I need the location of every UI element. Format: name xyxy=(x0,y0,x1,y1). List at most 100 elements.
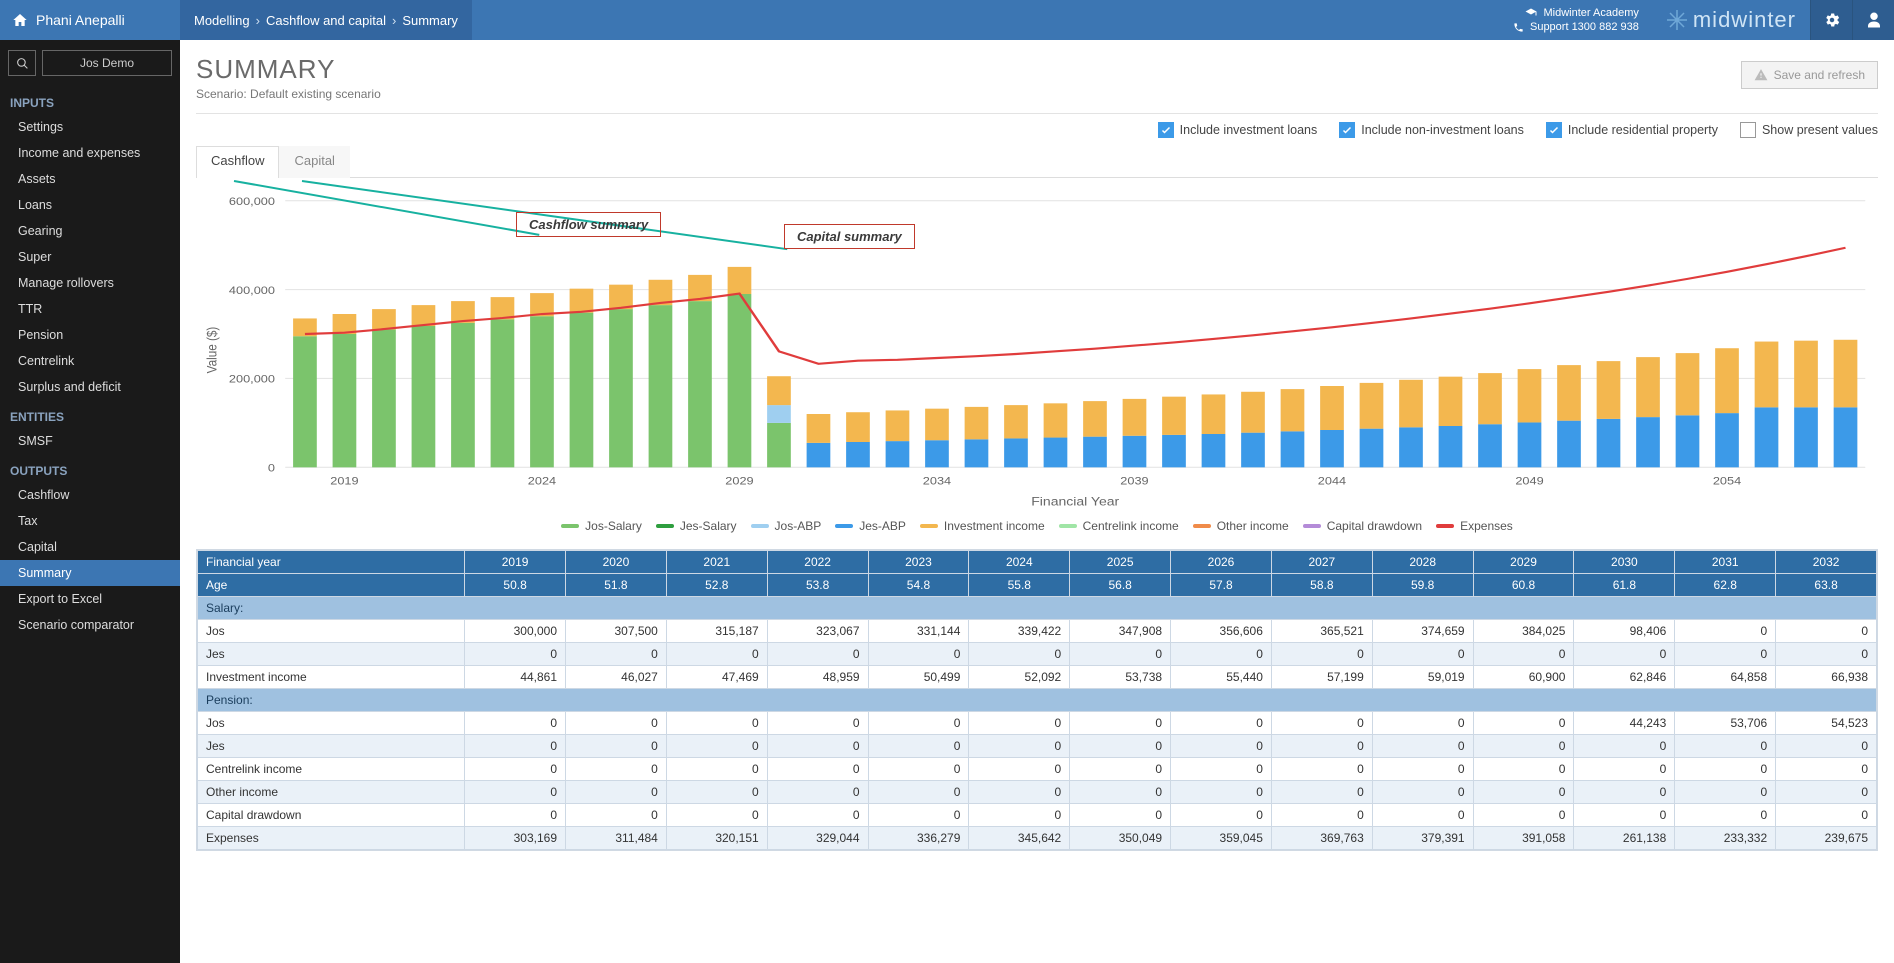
svg-text:200,000: 200,000 xyxy=(229,374,276,386)
nav-item-capital[interactable]: Capital xyxy=(0,534,180,560)
nav-item-pension[interactable]: Pension xyxy=(0,322,180,348)
table-row: Jes00000000000000 xyxy=(198,643,1877,666)
filter-check[interactable]: Include investment loans xyxy=(1158,122,1318,138)
scenario-label: Scenario: Default existing scenario xyxy=(196,87,1878,101)
tab-capital[interactable]: Capital xyxy=(279,146,349,178)
table-row: Financial year20192020202120222023202420… xyxy=(198,551,1877,574)
table-row: Other income00000000000000 xyxy=(198,781,1877,804)
nav-item-income-and-expenses[interactable]: Income and expenses xyxy=(0,140,180,166)
table-row: Age50.851.852.853.854.855.856.857.858.85… xyxy=(198,574,1877,597)
breadcrumb-1[interactable]: Cashflow and capital xyxy=(266,13,386,28)
svg-text:2024: 2024 xyxy=(528,475,557,487)
filter-check[interactable]: Include residential property xyxy=(1546,122,1718,138)
nav-item-ttr[interactable]: TTR xyxy=(0,296,180,322)
nav-section-header: INPUTS xyxy=(0,86,180,114)
checkbox-label: Show present values xyxy=(1762,123,1878,137)
nav-item-loans[interactable]: Loans xyxy=(0,192,180,218)
chevron-right-icon: › xyxy=(392,13,396,28)
legend-swatch xyxy=(561,524,579,528)
phone-icon xyxy=(1513,22,1524,33)
warning-icon xyxy=(1754,68,1768,82)
table-row: Pension: xyxy=(198,689,1877,712)
legend-label: Expenses xyxy=(1460,519,1513,533)
callout-capital: Capital summary xyxy=(784,224,915,249)
svg-text:2039: 2039 xyxy=(1120,475,1148,487)
svg-text:Financial Year: Financial Year xyxy=(1031,495,1120,509)
save-refresh-button[interactable]: Save and refresh xyxy=(1741,61,1878,89)
legend-item: Centrelink income xyxy=(1059,519,1179,533)
breadcrumb-0[interactable]: Modelling xyxy=(194,13,250,28)
client-selector[interactable]: Jos Demo xyxy=(42,50,172,76)
svg-text:2044: 2044 xyxy=(1318,475,1347,487)
main-content: SUMMARY Scenario: Default existing scena… xyxy=(180,40,1894,963)
checkbox-label: Include investment loans xyxy=(1180,123,1318,137)
nav-item-cashflow[interactable]: Cashflow xyxy=(0,482,180,508)
legend-item: Jos-Salary xyxy=(561,519,642,533)
page-title: SUMMARY xyxy=(196,54,1878,85)
nav-section-header: ENTITIES xyxy=(0,400,180,428)
checkbox-label: Include non-investment loans xyxy=(1361,123,1524,137)
legend-label: Jos-ABP xyxy=(775,519,822,533)
header-info: Midwinter Academy Support 1300 882 938 xyxy=(1513,6,1651,34)
nav-item-gearing[interactable]: Gearing xyxy=(0,218,180,244)
nav-item-tax[interactable]: Tax xyxy=(0,508,180,534)
legend-item: Jes-ABP xyxy=(835,519,906,533)
legend-swatch xyxy=(1193,524,1211,528)
client-search-button[interactable] xyxy=(8,50,36,76)
nav-item-scenario-comparator[interactable]: Scenario comparator xyxy=(0,612,180,638)
legend-label: Jes-Salary xyxy=(680,519,737,533)
home-link[interactable]: Phani Anepalli xyxy=(0,12,180,28)
table-row: Capital drawdown00000000000000 xyxy=(198,804,1877,827)
nav-item-smsf[interactable]: SMSF xyxy=(0,428,180,454)
legend-label: Jos-Salary xyxy=(585,519,642,533)
nav-item-super[interactable]: Super xyxy=(0,244,180,270)
data-table-wrap: Financial year20192020202120222023202420… xyxy=(196,549,1878,851)
legend-item: Jos-ABP xyxy=(751,519,822,533)
svg-text:Value ($): Value ($) xyxy=(203,327,219,374)
checkbox-icon xyxy=(1339,122,1355,138)
nav-item-assets[interactable]: Assets xyxy=(0,166,180,192)
chart-tabs: Cashflow Capital xyxy=(196,146,1878,178)
svg-text:2049: 2049 xyxy=(1515,475,1543,487)
legend-item: Other income xyxy=(1193,519,1289,533)
checkbox-icon xyxy=(1740,122,1756,138)
checkbox-label: Include residential property xyxy=(1568,123,1718,137)
svg-text:2034: 2034 xyxy=(923,475,952,487)
nav-item-export-to-excel[interactable]: Export to Excel xyxy=(0,586,180,612)
legend-item: Jes-Salary xyxy=(656,519,737,533)
user-icon xyxy=(1865,11,1883,29)
nav-item-settings[interactable]: Settings xyxy=(0,114,180,140)
top-bar: Phani Anepalli Modelling › Cashflow and … xyxy=(0,0,1894,40)
academy-link[interactable]: Midwinter Academy xyxy=(1543,6,1638,20)
table-row: Salary: xyxy=(198,597,1877,620)
data-table: Financial year20192020202120222023202420… xyxy=(197,550,1877,850)
gear-icon xyxy=(1823,11,1841,29)
nav-item-manage-rollovers[interactable]: Manage rollovers xyxy=(0,270,180,296)
support-phone[interactable]: Support 1300 882 938 xyxy=(1530,20,1639,34)
legend-swatch xyxy=(920,524,938,528)
chart-legend: Jos-SalaryJes-SalaryJos-ABPJes-ABPInvest… xyxy=(196,519,1878,533)
filter-check[interactable]: Show present values xyxy=(1740,122,1878,138)
svg-text:600,000: 600,000 xyxy=(229,196,276,208)
legend-label: Jes-ABP xyxy=(859,519,906,533)
nav-item-centrelink[interactable]: Centrelink xyxy=(0,348,180,374)
legend-swatch xyxy=(656,524,674,528)
nav-item-summary[interactable]: Summary xyxy=(0,560,180,586)
nav-item-surplus-and-deficit[interactable]: Surplus and deficit xyxy=(0,374,180,400)
svg-text:0: 0 xyxy=(268,463,276,475)
snowflake-icon xyxy=(1665,8,1689,32)
breadcrumb-2[interactable]: Summary xyxy=(402,13,458,28)
left-sidebar: Jos Demo INPUTSSettingsIncome and expens… xyxy=(0,40,180,963)
home-icon xyxy=(12,12,28,28)
search-icon xyxy=(16,57,29,70)
filter-check[interactable]: Include non-investment loans xyxy=(1339,122,1524,138)
tab-cashflow[interactable]: Cashflow xyxy=(196,146,279,178)
cashflow-chart: 0200,000400,000600,000Value ($)201920242… xyxy=(196,190,1878,510)
legend-swatch xyxy=(1303,524,1321,528)
legend-label: Capital drawdown xyxy=(1327,519,1422,533)
table-row: Investment income44,86146,02747,46948,95… xyxy=(198,666,1877,689)
settings-button[interactable] xyxy=(1810,0,1852,40)
nav-section-header: OUTPUTS xyxy=(0,454,180,482)
user-button[interactable] xyxy=(1852,0,1894,40)
chevron-right-icon: › xyxy=(256,13,260,28)
